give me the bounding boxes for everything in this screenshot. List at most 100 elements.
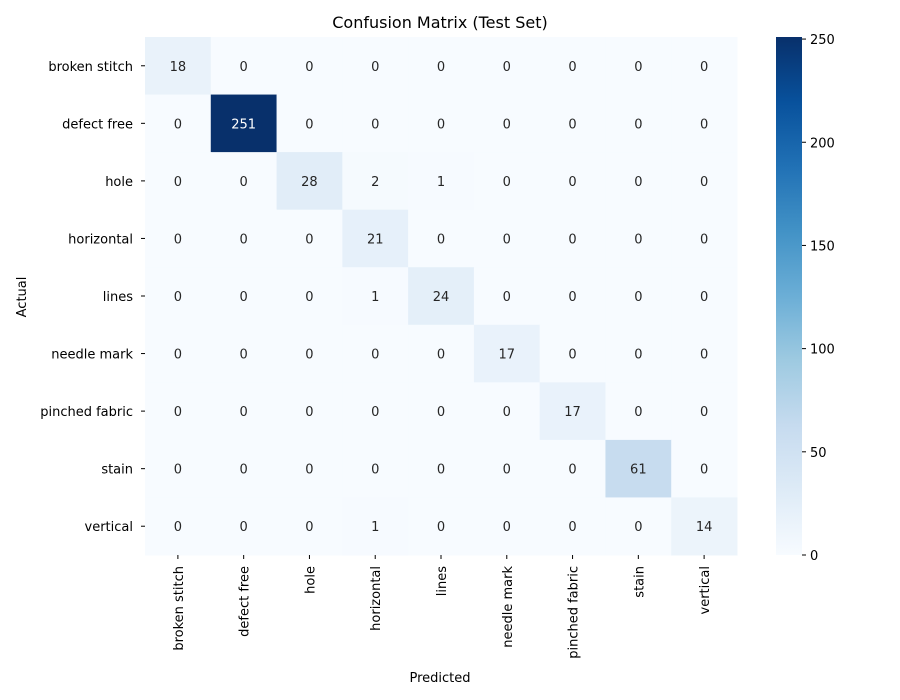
y-tick-label: stain — [101, 463, 133, 478]
x-tick-label: vertical — [698, 566, 713, 614]
cell-value-label: 0 — [503, 232, 511, 247]
cell-value-label: 0 — [174, 463, 182, 478]
colorbar: 0 50 100 150 200 250 — [776, 33, 835, 564]
cell-value-label: 0 — [174, 290, 182, 305]
cell-annotations: 18 0 0 0 0 0 0 0 00 251 0 0 0 0 0 0 00 0 28 2 1 0 0 0 00 0 0 21 0 0 0 0… — [170, 60, 713, 535]
y-tick-label: pinched fabric — [40, 405, 133, 420]
cell-value-label: 0 — [305, 117, 313, 132]
cell-value-label: 0 — [568, 232, 576, 247]
cell-value-label: 0 — [503, 520, 511, 535]
cell-value-label: 0 — [174, 117, 182, 132]
heatmap-cell — [342, 37, 409, 96]
heatmap-cell — [671, 324, 738, 383]
heatmap-cell — [276, 439, 343, 498]
cell-value-label: 0 — [568, 175, 576, 190]
cell-value-label: 0 — [700, 463, 708, 478]
chart-title: Confusion Matrix (Test Set) — [332, 13, 547, 32]
heatmap-cell — [210, 94, 278, 153]
heatmap-cell — [539, 267, 606, 326]
cell-value-label: 24 — [433, 290, 450, 305]
cell-value-label: 0 — [700, 348, 708, 363]
heatmap-cell — [276, 209, 343, 268]
cell-value-label: 0 — [240, 520, 248, 535]
heatmap-cell — [210, 37, 278, 96]
heatmap-cell — [342, 382, 409, 441]
cell-value-label: 0 — [503, 117, 511, 132]
cell-value-label: 0 — [568, 60, 576, 75]
cell-value-label: 0 — [305, 520, 313, 535]
heatmap-cell — [539, 37, 606, 96]
heatmap-cell — [342, 94, 409, 153]
cell-value-label: 0 — [240, 232, 248, 247]
colorbar-tick-label: 200 — [810, 136, 835, 151]
heatmap-cell — [342, 267, 409, 326]
heatmap-cell — [539, 497, 606, 556]
cell-value-label: 0 — [700, 405, 708, 420]
cell-value-label: 2 — [371, 175, 379, 190]
cell-value-label: 0 — [568, 290, 576, 305]
y-tick-label: broken stitch — [48, 60, 133, 75]
heatmap-cell — [473, 267, 541, 326]
cell-value-label: 0 — [700, 232, 708, 247]
heatmap-cell — [605, 267, 672, 326]
heatmap-cell — [408, 382, 475, 441]
heatmap-cell — [145, 37, 212, 96]
heatmap-cell — [671, 94, 738, 153]
heatmap-cell — [145, 382, 212, 441]
cell-value-label: 0 — [437, 463, 445, 478]
heatmap-cell — [408, 37, 475, 96]
cell-value-label: 0 — [437, 520, 445, 535]
x-axis-ticks: broken stitch defect free hole horizontal li… — [172, 555, 713, 659]
cell-value-label: 0 — [503, 290, 511, 305]
heatmap-cell — [605, 439, 672, 498]
heatmap-cell — [605, 324, 672, 383]
heatmap-cell — [539, 94, 606, 153]
heatmap-cell — [210, 382, 278, 441]
cell-value-label: 0 — [240, 463, 248, 478]
cell-value-label: 0 — [634, 290, 642, 305]
cell-value-label: 0 — [700, 60, 708, 75]
cell-value-label: 0 — [634, 232, 642, 247]
y-tick-label: hole — [105, 175, 133, 190]
cell-value-label: 0 — [305, 60, 313, 75]
heatmap-cell — [276, 94, 343, 153]
y-tick-label: defect free — [62, 117, 133, 132]
cell-value-label: 0 — [174, 520, 182, 535]
heatmap-cell — [605, 497, 672, 556]
heatmap-cell — [605, 382, 672, 441]
heatmap-cell — [539, 324, 606, 383]
cell-value-label: 0 — [700, 290, 708, 305]
heatmap-cell — [539, 439, 606, 498]
heatmap-cell — [276, 37, 343, 96]
heatmap-cell — [408, 152, 475, 211]
cell-value-label: 0 — [305, 290, 313, 305]
heatmap-cell — [671, 439, 738, 498]
y-tick-label: lines — [103, 290, 133, 305]
cell-value-label: 0 — [634, 405, 642, 420]
heatmap-cell — [210, 324, 278, 383]
cell-value-label: 1 — [437, 175, 445, 190]
cell-value-label: 0 — [371, 405, 379, 420]
x-tick-label: horizontal — [369, 566, 384, 631]
heatmap-cell — [408, 324, 475, 383]
cell-value-label: 0 — [371, 117, 379, 132]
cell-value-label: 0 — [568, 348, 576, 363]
heatmap-cell — [210, 439, 278, 498]
heatmap-cell — [473, 152, 541, 211]
cell-value-label: 0 — [174, 405, 182, 420]
x-tick-label: broken stitch — [172, 566, 187, 651]
y-tick-label: vertical — [85, 520, 133, 535]
cell-value-label: 0 — [634, 175, 642, 190]
heatmap-cell — [473, 439, 541, 498]
heatmap-cells — [145, 37, 738, 556]
heatmap-cell — [473, 497, 541, 556]
y-tick-label: needle mark — [51, 348, 133, 363]
heatmap-cell — [210, 267, 278, 326]
heatmap-cell — [671, 267, 738, 326]
heatmap-cell — [210, 497, 278, 556]
cell-value-label: 0 — [634, 520, 642, 535]
cell-value-label: 14 — [696, 520, 713, 535]
cell-value-label: 0 — [437, 232, 445, 247]
cell-value-label: 0 — [634, 348, 642, 363]
